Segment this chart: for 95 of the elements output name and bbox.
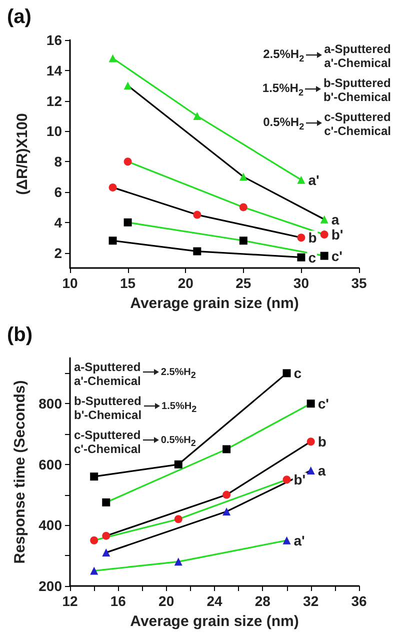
series-label: a <box>318 462 326 478</box>
annotation: 0.5%H$_{2}$ <box>160 434 196 450</box>
annotation: c-Sputtered <box>74 428 141 442</box>
point <box>297 234 306 242</box>
point <box>90 536 98 544</box>
y-tick-label: 16 <box>46 32 62 48</box>
x-axis-title: Average grain size (nm) <box>130 295 299 312</box>
chart-title: (a) <box>7 6 32 28</box>
chart-title: (b) <box>7 324 33 346</box>
point <box>297 176 306 184</box>
point <box>320 252 328 260</box>
point <box>174 515 182 524</box>
point <box>108 183 117 192</box>
x-tick-label: 15 <box>120 275 136 291</box>
point <box>108 54 117 62</box>
series-label: c <box>308 249 316 266</box>
annotation: c'-Chemical <box>324 124 391 138</box>
annotation: a-Sputtered <box>324 42 391 56</box>
point <box>282 369 291 378</box>
x-tick-label: 35 <box>351 275 367 291</box>
x-tick-label: 30 <box>293 275 310 291</box>
annotation: c-Sputtered <box>324 110 391 124</box>
y-tick-label: 800 <box>38 396 62 412</box>
point <box>306 466 315 474</box>
y-tick-label: 6 <box>54 184 62 200</box>
y-tick-label: 14 <box>46 62 62 78</box>
point <box>239 172 248 181</box>
x-tick-label: 25 <box>236 275 252 291</box>
x-tick-label: 20 <box>178 275 194 291</box>
point <box>102 548 110 557</box>
point <box>282 536 291 544</box>
point <box>222 508 231 516</box>
series-label: b <box>318 434 326 450</box>
point <box>174 558 182 566</box>
point <box>193 247 202 256</box>
annotation: c'-Chemical <box>74 442 141 456</box>
y-tick-label: 12 <box>46 92 62 109</box>
point <box>222 445 231 454</box>
series-label: c' <box>318 396 329 412</box>
x-tick-label: 32 <box>303 593 319 609</box>
y-tick-label: 400 <box>38 517 62 534</box>
x-tick-label: 16 <box>110 593 126 609</box>
point <box>306 438 315 446</box>
annotation: b-Sputtered <box>74 394 142 408</box>
y-axis-title: (ΔR/R)X100 <box>14 113 31 195</box>
x-axis-title: Average grain size (nm) <box>130 613 299 630</box>
annotation: b-Sputtered <box>323 76 391 90</box>
y-tick-label: 10 <box>46 123 62 140</box>
annotation: a'-Chemical <box>324 56 391 70</box>
annotation: b'-Chemical <box>74 408 142 422</box>
point <box>102 498 110 506</box>
y-tick-label: 4 <box>54 214 62 230</box>
x-tick-label: 24 <box>206 593 222 609</box>
annotation: a'-Chemical <box>74 374 141 388</box>
annotation: 1.5%H$_{2}$ <box>160 400 197 416</box>
annotation: 2.5%H$_{2}$ <box>263 46 306 66</box>
series-label: c' <box>331 248 342 264</box>
annotation: 1.5%H$_{2}$ <box>262 80 304 100</box>
point <box>320 215 328 224</box>
series-label: b <box>308 230 317 246</box>
annotation: a-Sputtered <box>74 360 141 374</box>
point <box>297 253 306 262</box>
annotation: b'-Chemical <box>323 90 391 104</box>
annotation: 2.5%H$_{2}$ <box>160 366 196 382</box>
point <box>102 532 110 540</box>
point <box>124 158 132 166</box>
y-tick-label: 2 <box>54 244 62 261</box>
point <box>90 472 98 481</box>
point <box>306 400 315 408</box>
point <box>193 210 202 219</box>
series-label: a <box>331 211 340 228</box>
point <box>108 236 117 245</box>
series-label: a' <box>308 172 320 188</box>
x-tick-label: 36 <box>351 593 367 609</box>
point <box>239 203 248 212</box>
series-label: a' <box>294 532 305 548</box>
point <box>174 460 182 468</box>
y-tick-label: 200 <box>38 578 62 594</box>
point <box>90 566 98 575</box>
x-tick-label: 28 <box>254 593 271 609</box>
series-label: c <box>294 365 302 382</box>
y-axis-title: Response time (Seconds) <box>12 380 29 564</box>
point <box>193 112 202 120</box>
point <box>239 236 248 245</box>
point <box>320 230 328 239</box>
point <box>124 82 132 90</box>
y-tick-label: 8 <box>54 154 62 170</box>
x-tick-label: 20 <box>158 593 174 609</box>
annotation: 0.5%H$_{2}$ <box>263 114 306 134</box>
point <box>282 476 291 484</box>
point <box>222 490 231 499</box>
y-tick-label: 600 <box>38 456 62 472</box>
series-label: b' <box>294 472 306 488</box>
series-label: b' <box>331 226 344 243</box>
point <box>124 218 132 226</box>
